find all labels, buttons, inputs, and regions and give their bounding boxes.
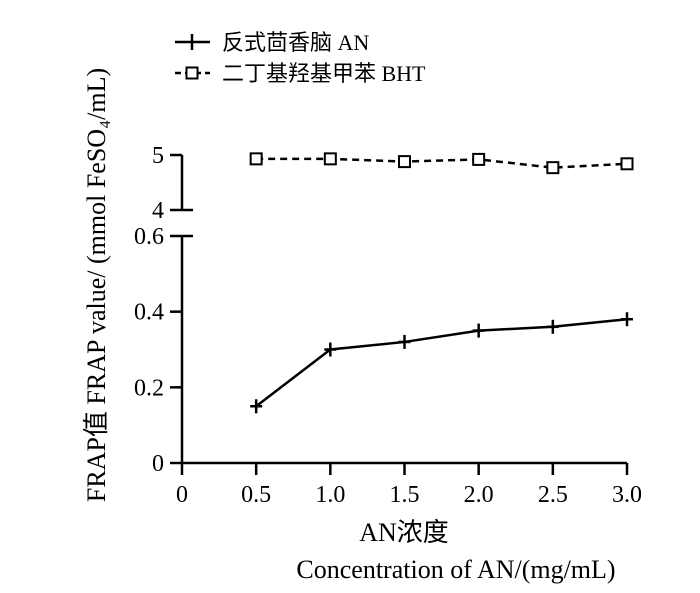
series-an-line [255,317,628,408]
x-tick-label: 0.5 [241,482,271,508]
legend-bht-marker [185,66,199,80]
y-tick-label: 5 [152,143,164,169]
legend-bht-label: 二丁基羟基甲苯 BHT [222,61,426,86]
series-bht-point [398,155,411,169]
series-an-point [621,312,633,327]
x-axis-title-en: Concentration of AN/(mg/mL) [296,555,615,584]
y-axis-title: FRAP值 FRAP value/ (mmol FeSO₄/mL) [82,68,111,502]
y-tick-label: 4 [152,198,164,224]
series-an-point [250,399,263,414]
series-layer [249,152,634,414]
y-ticks: 0 0.2 0.4 0.64 5 [134,143,182,477]
x-axis: 0 0.5 1.0 1.5 2.0 2.5 3.0 [176,461,642,508]
y-tick-label: 0.2 [134,375,164,401]
series-bht-point [472,152,486,166]
legend: 反式茴香脑 AN 二丁基羟基甲苯 BHT [175,30,426,86]
x-tick-label: 0 [176,482,188,508]
legend-an-label: 反式茴香脑 AN [222,30,369,55]
x-tick-label: 3.0 [612,482,642,508]
series-bht-point [249,152,263,166]
series-an-point [324,342,337,357]
y-axis: 0 0.2 0.4 0.64 5 [134,143,193,477]
x-tick-label: 1.0 [315,482,345,508]
x-ticks: 0 0.5 1.0 1.5 2.0 2.5 3.0 [176,463,642,508]
series-bht-point [546,161,560,175]
x-tick-label: 1.5 [390,482,420,508]
series-bht-line [256,157,628,169]
y-tick-label: 0.4 [134,300,164,326]
series-an-point [472,323,485,338]
series-an-point [546,319,559,334]
legend-item-bht: 二丁基羟基甲苯 BHT [175,61,426,86]
x-axis-title-cn: AN浓度 [359,518,449,547]
x-tick-label: 2.5 [538,482,568,508]
series-bht-point [323,152,337,166]
y-tick-label: 0.6 [134,224,164,250]
legend-item-an: 反式茴香脑 AN [175,30,369,55]
series-bht-point [620,157,634,171]
x-tick-label: 2.0 [464,482,494,508]
series-an-point [398,334,411,349]
y-tick-label: 0 [152,451,164,477]
